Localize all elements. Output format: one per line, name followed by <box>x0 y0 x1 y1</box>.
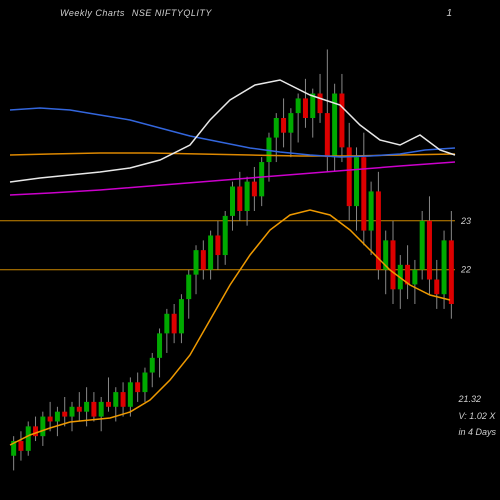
candle[interactable] <box>128 382 133 406</box>
price-level-label: 22 <box>460 265 471 275</box>
info-price: 21.32 <box>458 391 496 407</box>
candlestick-chart[interactable]: 23 22 <box>0 0 500 500</box>
candle[interactable] <box>434 280 439 295</box>
candle[interactable] <box>412 270 417 285</box>
candle[interactable] <box>208 235 213 269</box>
candle[interactable] <box>274 118 279 138</box>
candle[interactable] <box>172 314 177 334</box>
candle[interactable] <box>354 157 359 206</box>
candle[interactable] <box>70 407 75 417</box>
candle[interactable] <box>194 250 199 274</box>
candle[interactable] <box>55 412 60 422</box>
candle[interactable] <box>135 382 140 392</box>
candle[interactable] <box>215 235 220 255</box>
candle[interactable] <box>390 240 395 289</box>
candle[interactable] <box>201 250 206 270</box>
overlay-line <box>10 108 455 157</box>
candle[interactable] <box>449 240 454 304</box>
candle[interactable] <box>77 407 82 412</box>
candle[interactable] <box>157 333 162 357</box>
candle[interactable] <box>245 182 250 211</box>
candle[interactable] <box>106 402 111 407</box>
candle[interactable] <box>427 221 432 280</box>
candle[interactable] <box>296 98 301 113</box>
candle[interactable] <box>179 299 184 333</box>
candle[interactable] <box>99 402 104 417</box>
candle[interactable] <box>164 314 169 334</box>
candle[interactable] <box>26 426 31 450</box>
chart-container: Weekly Charts NSE NIFTYQLITY 1 2322 21.3… <box>0 0 500 500</box>
candle[interactable] <box>420 221 425 270</box>
candle[interactable] <box>18 441 23 451</box>
candle[interactable] <box>84 402 89 412</box>
price-level-label: 23 <box>460 216 471 226</box>
candle[interactable] <box>303 98 308 118</box>
candle[interactable] <box>230 187 235 216</box>
candle[interactable] <box>259 162 264 196</box>
candle[interactable] <box>121 392 126 407</box>
candle[interactable] <box>91 402 96 417</box>
candle[interactable] <box>442 240 447 294</box>
candle[interactable] <box>40 417 45 437</box>
candle[interactable] <box>62 412 67 417</box>
candle[interactable] <box>48 417 53 422</box>
info-period: in 4 Days <box>458 424 496 440</box>
candle[interactable] <box>186 275 191 299</box>
candle[interactable] <box>252 182 257 197</box>
candle[interactable] <box>288 113 293 133</box>
candle[interactable] <box>223 216 228 255</box>
candle[interactable] <box>150 358 155 373</box>
candle[interactable] <box>113 392 118 407</box>
candle[interactable] <box>339 94 344 148</box>
candle[interactable] <box>325 113 330 157</box>
candle[interactable] <box>142 373 147 393</box>
info-volume: V: 1.02 X <box>458 408 496 424</box>
candle[interactable] <box>318 94 323 114</box>
info-panel: 21.32 V: 1.02 X in 4 Days <box>458 391 496 440</box>
candle[interactable] <box>33 426 38 436</box>
candle[interactable] <box>237 187 242 211</box>
candle[interactable] <box>369 191 374 230</box>
candle[interactable] <box>281 118 286 133</box>
